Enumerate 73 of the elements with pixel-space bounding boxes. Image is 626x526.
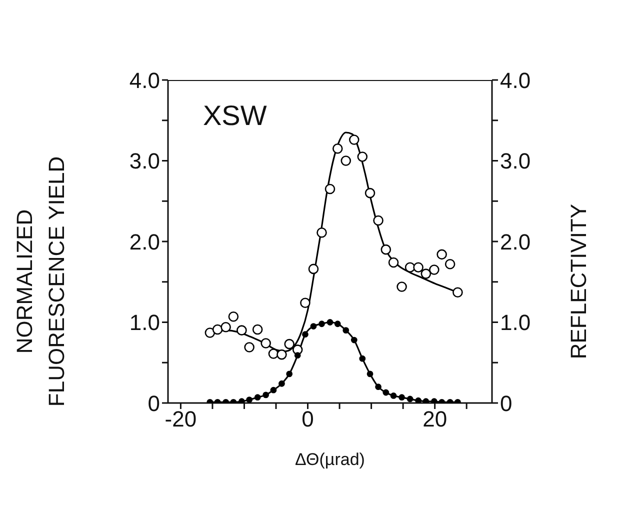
point (334, 320, 341, 328)
point (415, 397, 422, 403)
point (302, 331, 308, 338)
point (268, 348, 279, 359)
point (326, 319, 334, 326)
point (262, 392, 270, 398)
x-axis-title: ΔΘ(µrad) (295, 450, 365, 470)
point (238, 398, 245, 403)
y-axis-title: NORMALIZED FLUORESCENCE YIELD (12, 156, 69, 407)
y2-tick-label: 3.0 (500, 148, 531, 174)
y2-tick-label: 0 (500, 390, 512, 416)
x-tick-label: -20 (164, 406, 197, 432)
y-tick-label: 2.0 (129, 229, 160, 254)
y2-tick-label: 1.0 (500, 310, 531, 336)
y2-tick-label: 4.0 (500, 68, 531, 93)
point (260, 338, 271, 348)
point (212, 324, 223, 335)
y-tick-label: 1.0 (129, 310, 160, 336)
point (286, 370, 293, 378)
point (324, 184, 336, 194)
point (420, 268, 432, 279)
point (350, 336, 358, 344)
point (364, 188, 376, 198)
y2-tick-label: 2.0 (500, 229, 531, 254)
point (276, 349, 287, 360)
point (398, 394, 405, 401)
point (284, 338, 294, 350)
point (382, 389, 390, 396)
point (366, 370, 374, 378)
point (388, 257, 399, 268)
point (278, 380, 285, 387)
point (342, 327, 350, 334)
point (375, 384, 382, 390)
point (430, 398, 438, 403)
y-tick-label: 4.0 (129, 68, 160, 93)
x-tick-label: 0 (302, 406, 314, 432)
point (318, 320, 325, 328)
point (246, 396, 253, 403)
point (359, 355, 366, 362)
point (373, 215, 384, 226)
point (452, 287, 463, 298)
point (390, 392, 397, 399)
point (310, 323, 317, 330)
point (404, 262, 416, 272)
point (380, 244, 392, 255)
point (270, 386, 277, 394)
y2-axis-title: REFLECTIVITY (566, 204, 591, 360)
point (294, 352, 301, 359)
y-tick-label: 3.0 (129, 148, 160, 174)
point (220, 322, 231, 332)
point (228, 311, 239, 322)
point (316, 227, 327, 238)
point (340, 156, 352, 166)
x-tick-label: 20 (422, 406, 448, 432)
point (244, 342, 254, 352)
point (252, 324, 263, 335)
point (422, 398, 430, 403)
point (436, 249, 447, 260)
point (444, 258, 456, 270)
point (396, 282, 407, 292)
point (204, 328, 216, 338)
annotation: XSW (203, 100, 267, 132)
point (406, 396, 414, 402)
point (348, 134, 360, 145)
point (357, 152, 368, 162)
point (254, 394, 261, 401)
y-tick-label: 0 (148, 390, 160, 416)
point (308, 264, 319, 274)
point (429, 264, 440, 275)
point (413, 262, 424, 272)
point (236, 325, 247, 336)
point (332, 143, 343, 154)
point (300, 298, 310, 308)
